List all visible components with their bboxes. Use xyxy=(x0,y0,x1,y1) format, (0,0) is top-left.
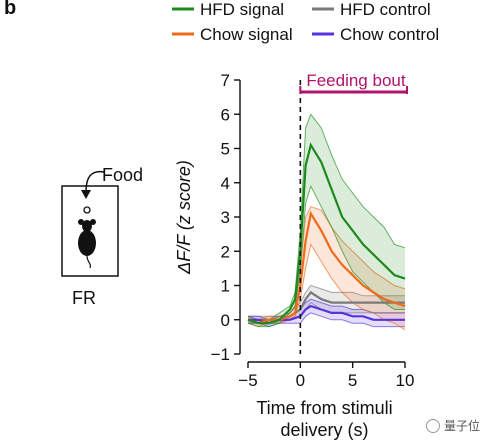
series-lines xyxy=(247,142,406,325)
axes: −1 0 1 2 3 4 5 6 7 −5 0 5 10 xyxy=(211,71,415,390)
mouse-caption: FR xyxy=(72,288,96,308)
panel-letter: b xyxy=(4,0,16,19)
legend-label-hfd-control: HFD control xyxy=(340,0,431,19)
y-tick-label: 2 xyxy=(221,242,230,261)
x-axis-label-line-2: delivery (s) xyxy=(280,420,368,440)
arrow-head-icon xyxy=(81,190,91,199)
legend-label-chow-control: Chow control xyxy=(340,25,439,44)
food-label: Food xyxy=(102,165,143,185)
y-tick-label: 7 xyxy=(221,71,230,90)
legend: HFD signal HFD control Chow signal Chow con… xyxy=(172,0,439,44)
cage-box xyxy=(61,185,119,277)
watermark-text: 量子位 xyxy=(443,419,480,433)
y-tick-label: 4 xyxy=(221,174,230,193)
mouse-schematic: Food FR xyxy=(61,165,143,308)
legend-label-hfd-signal: HFD signal xyxy=(200,0,284,19)
x-axis-label-line-1: Time from stimuli xyxy=(256,398,392,418)
feeding-bout-label: Feeding bout xyxy=(306,71,406,90)
band-upper-chow-signal xyxy=(247,206,406,321)
x-tick-label: 5 xyxy=(348,371,357,390)
x-tick-label: −5 xyxy=(238,371,257,390)
mouse-icon xyxy=(78,219,96,269)
y-tick-label: 1 xyxy=(221,277,230,296)
y-tick-label: 3 xyxy=(221,208,230,227)
x-tick-label: 10 xyxy=(396,371,415,390)
food-pellet-icon xyxy=(83,206,91,214)
band-lower-chow-signal xyxy=(247,243,406,331)
watermark: 量子位 xyxy=(425,417,480,434)
y-tick-label: −1 xyxy=(211,345,230,364)
y-tick-label: 6 xyxy=(221,105,230,124)
band-upper-hfd-signal xyxy=(247,113,406,321)
watermark-logo-icon xyxy=(425,418,440,433)
legend-label-chow-signal: Chow signal xyxy=(200,25,293,44)
y-tick-label: 0 xyxy=(221,311,230,330)
band-chow-signal xyxy=(248,206,405,330)
x-tick-label: 0 xyxy=(296,371,305,390)
y-axis-label: ΔF/F (z score) xyxy=(174,160,194,275)
event-marker: Feeding bout xyxy=(299,71,408,354)
band-upper-chow-control xyxy=(248,298,405,321)
plot-area: −1 0 1 2 3 4 5 6 7 −5 0 5 10 Feeding bout xyxy=(211,71,415,390)
food-arrow-line xyxy=(85,170,105,193)
series-line-hfd-signal xyxy=(247,142,406,325)
band-hfd-signal xyxy=(248,114,405,327)
y-tick-label: 5 xyxy=(221,140,230,159)
